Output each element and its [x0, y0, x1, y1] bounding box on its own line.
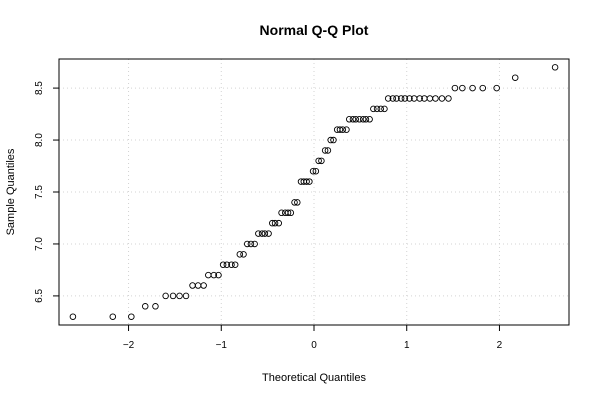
- data-point: [236, 251, 244, 258]
- x-tick-label: −1: [216, 340, 228, 351]
- data-point: [401, 95, 409, 102]
- data-point: [406, 95, 413, 102]
- data-point: [223, 261, 231, 268]
- x-tick-label: −2: [123, 340, 135, 351]
- data-point: [370, 105, 377, 113]
- y-axis-label: Sample Quantiles: [5, 148, 17, 235]
- y-tick-label: 6.5: [34, 289, 45, 303]
- data-point: [327, 136, 334, 144]
- data-point: [210, 271, 218, 279]
- data-point: [312, 167, 320, 175]
- data-point: [275, 219, 283, 227]
- data-point: [215, 271, 222, 279]
- points-layer: [69, 64, 559, 320]
- data-point: [269, 219, 276, 227]
- data-point: [321, 147, 329, 154]
- data-point: [330, 136, 337, 144]
- data-point: [258, 230, 266, 237]
- data-point: [381, 105, 388, 113]
- data-point: [362, 116, 370, 123]
- data-point: [162, 292, 169, 300]
- data-point: [228, 261, 235, 268]
- data-point: [451, 84, 459, 92]
- x-tick-label: 0: [311, 340, 317, 351]
- data-point: [349, 116, 357, 123]
- grid-layer: [59, 59, 569, 325]
- data-point: [377, 105, 385, 113]
- data-point: [339, 126, 346, 133]
- data-point: [393, 95, 400, 102]
- data-point: [324, 147, 332, 154]
- data-point: [366, 116, 373, 123]
- data-point: [189, 282, 196, 289]
- data-point: [318, 157, 325, 165]
- data-point: [200, 282, 207, 289]
- data-point: [251, 240, 258, 248]
- data-point: [336, 126, 344, 133]
- data-point: [219, 261, 227, 268]
- data-point: [287, 209, 295, 217]
- data-point: [303, 178, 310, 185]
- data-point: [278, 209, 285, 217]
- data-point: [284, 209, 292, 217]
- data-point: [511, 74, 519, 81]
- data-point: [291, 199, 298, 206]
- data-point: [359, 116, 367, 123]
- data-point: [315, 157, 322, 165]
- data-point: [247, 240, 255, 248]
- y-axis: 6.5 7.0 7.5 8.0 8.5: [34, 81, 59, 303]
- data-point: [271, 219, 279, 227]
- y-tick-label: 8.0: [34, 133, 45, 147]
- data-point: [128, 313, 135, 320]
- data-point: [389, 95, 397, 102]
- data-point: [343, 126, 350, 133]
- x-axis: −2 −1 0 1 2: [123, 325, 503, 351]
- data-point: [255, 230, 262, 237]
- data-point: [373, 105, 381, 113]
- data-point: [205, 271, 212, 279]
- data-point: [243, 240, 251, 248]
- data-point: [345, 116, 353, 123]
- data-point: [493, 84, 500, 92]
- data-point: [352, 116, 359, 123]
- y-tick-label: 7.5: [34, 185, 45, 199]
- data-point: [445, 95, 452, 102]
- data-point: [551, 64, 559, 71]
- y-tick-label: 8.5: [34, 81, 45, 95]
- data-point: [426, 95, 434, 102]
- data-point: [432, 95, 439, 102]
- data-point: [109, 313, 117, 320]
- data-point: [479, 84, 487, 92]
- data-point: [469, 84, 476, 92]
- data-point: [294, 199, 301, 206]
- data-point: [231, 261, 239, 268]
- data-point: [182, 292, 190, 300]
- chart-title: Normal Q-Q Plot: [260, 22, 369, 38]
- data-point: [397, 95, 405, 102]
- data-point: [309, 167, 317, 175]
- data-point: [176, 292, 183, 300]
- x-axis-label: Theoretical Quantiles: [262, 372, 366, 384]
- x-tick-label: 2: [497, 340, 503, 351]
- data-point: [438, 95, 446, 102]
- y-tick-label: 7.0: [34, 237, 45, 251]
- data-point: [141, 303, 149, 310]
- data-point: [240, 251, 247, 258]
- data-point: [416, 95, 423, 102]
- data-point: [194, 282, 202, 289]
- data-point: [265, 230, 272, 237]
- data-point: [169, 292, 177, 300]
- data-point: [152, 303, 159, 310]
- data-point: [69, 313, 77, 320]
- data-point: [459, 84, 466, 92]
- data-point: [356, 116, 363, 123]
- data-point: [306, 178, 313, 185]
- data-point: [384, 95, 392, 102]
- data-point: [261, 230, 269, 237]
- x-tick-label: 1: [404, 340, 410, 351]
